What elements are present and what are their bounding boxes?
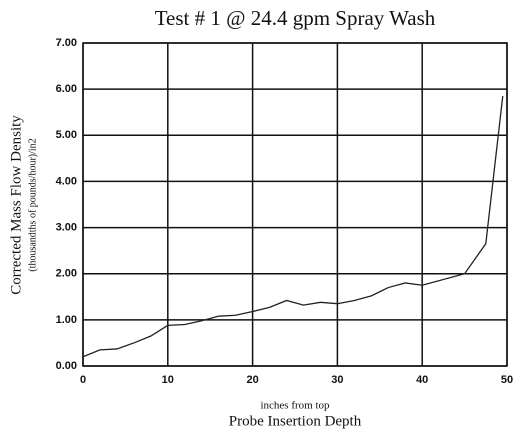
y-tick-label: 2.00 — [56, 268, 77, 280]
plot-area — [82, 42, 508, 367]
chart-title: Test # 1 @ 24.4 gpm Spray Wash — [155, 6, 436, 30]
y-axis-label: Corrected Mass Flow Density — [8, 115, 24, 295]
y-tick-label: 5.00 — [56, 129, 77, 141]
x-tick-label: 40 — [416, 374, 428, 386]
x-axis-sublabel: inches from top — [260, 400, 330, 412]
x-axis-label: Probe Insertion Depth — [229, 413, 362, 429]
y-axis-sublabel: (thousandths of pounds/hour)/in2 — [27, 138, 38, 271]
y-tick-label: 1.00 — [56, 314, 77, 326]
y-tick-label: 7.00 — [56, 37, 77, 49]
y-tick-label: 3.00 — [56, 221, 77, 233]
x-tick-label: 10 — [162, 374, 174, 386]
x-tick-label: 0 — [80, 374, 86, 386]
y-tick-label: 6.00 — [56, 83, 77, 95]
y-tick-label: 0.00 — [56, 360, 77, 372]
x-tick-label: 50 — [501, 374, 513, 386]
x-tick-label: 30 — [331, 374, 343, 386]
y-tick-label: 4.00 — [56, 175, 77, 187]
x-tick-label: 20 — [246, 374, 258, 386]
data-line — [82, 95, 504, 358]
